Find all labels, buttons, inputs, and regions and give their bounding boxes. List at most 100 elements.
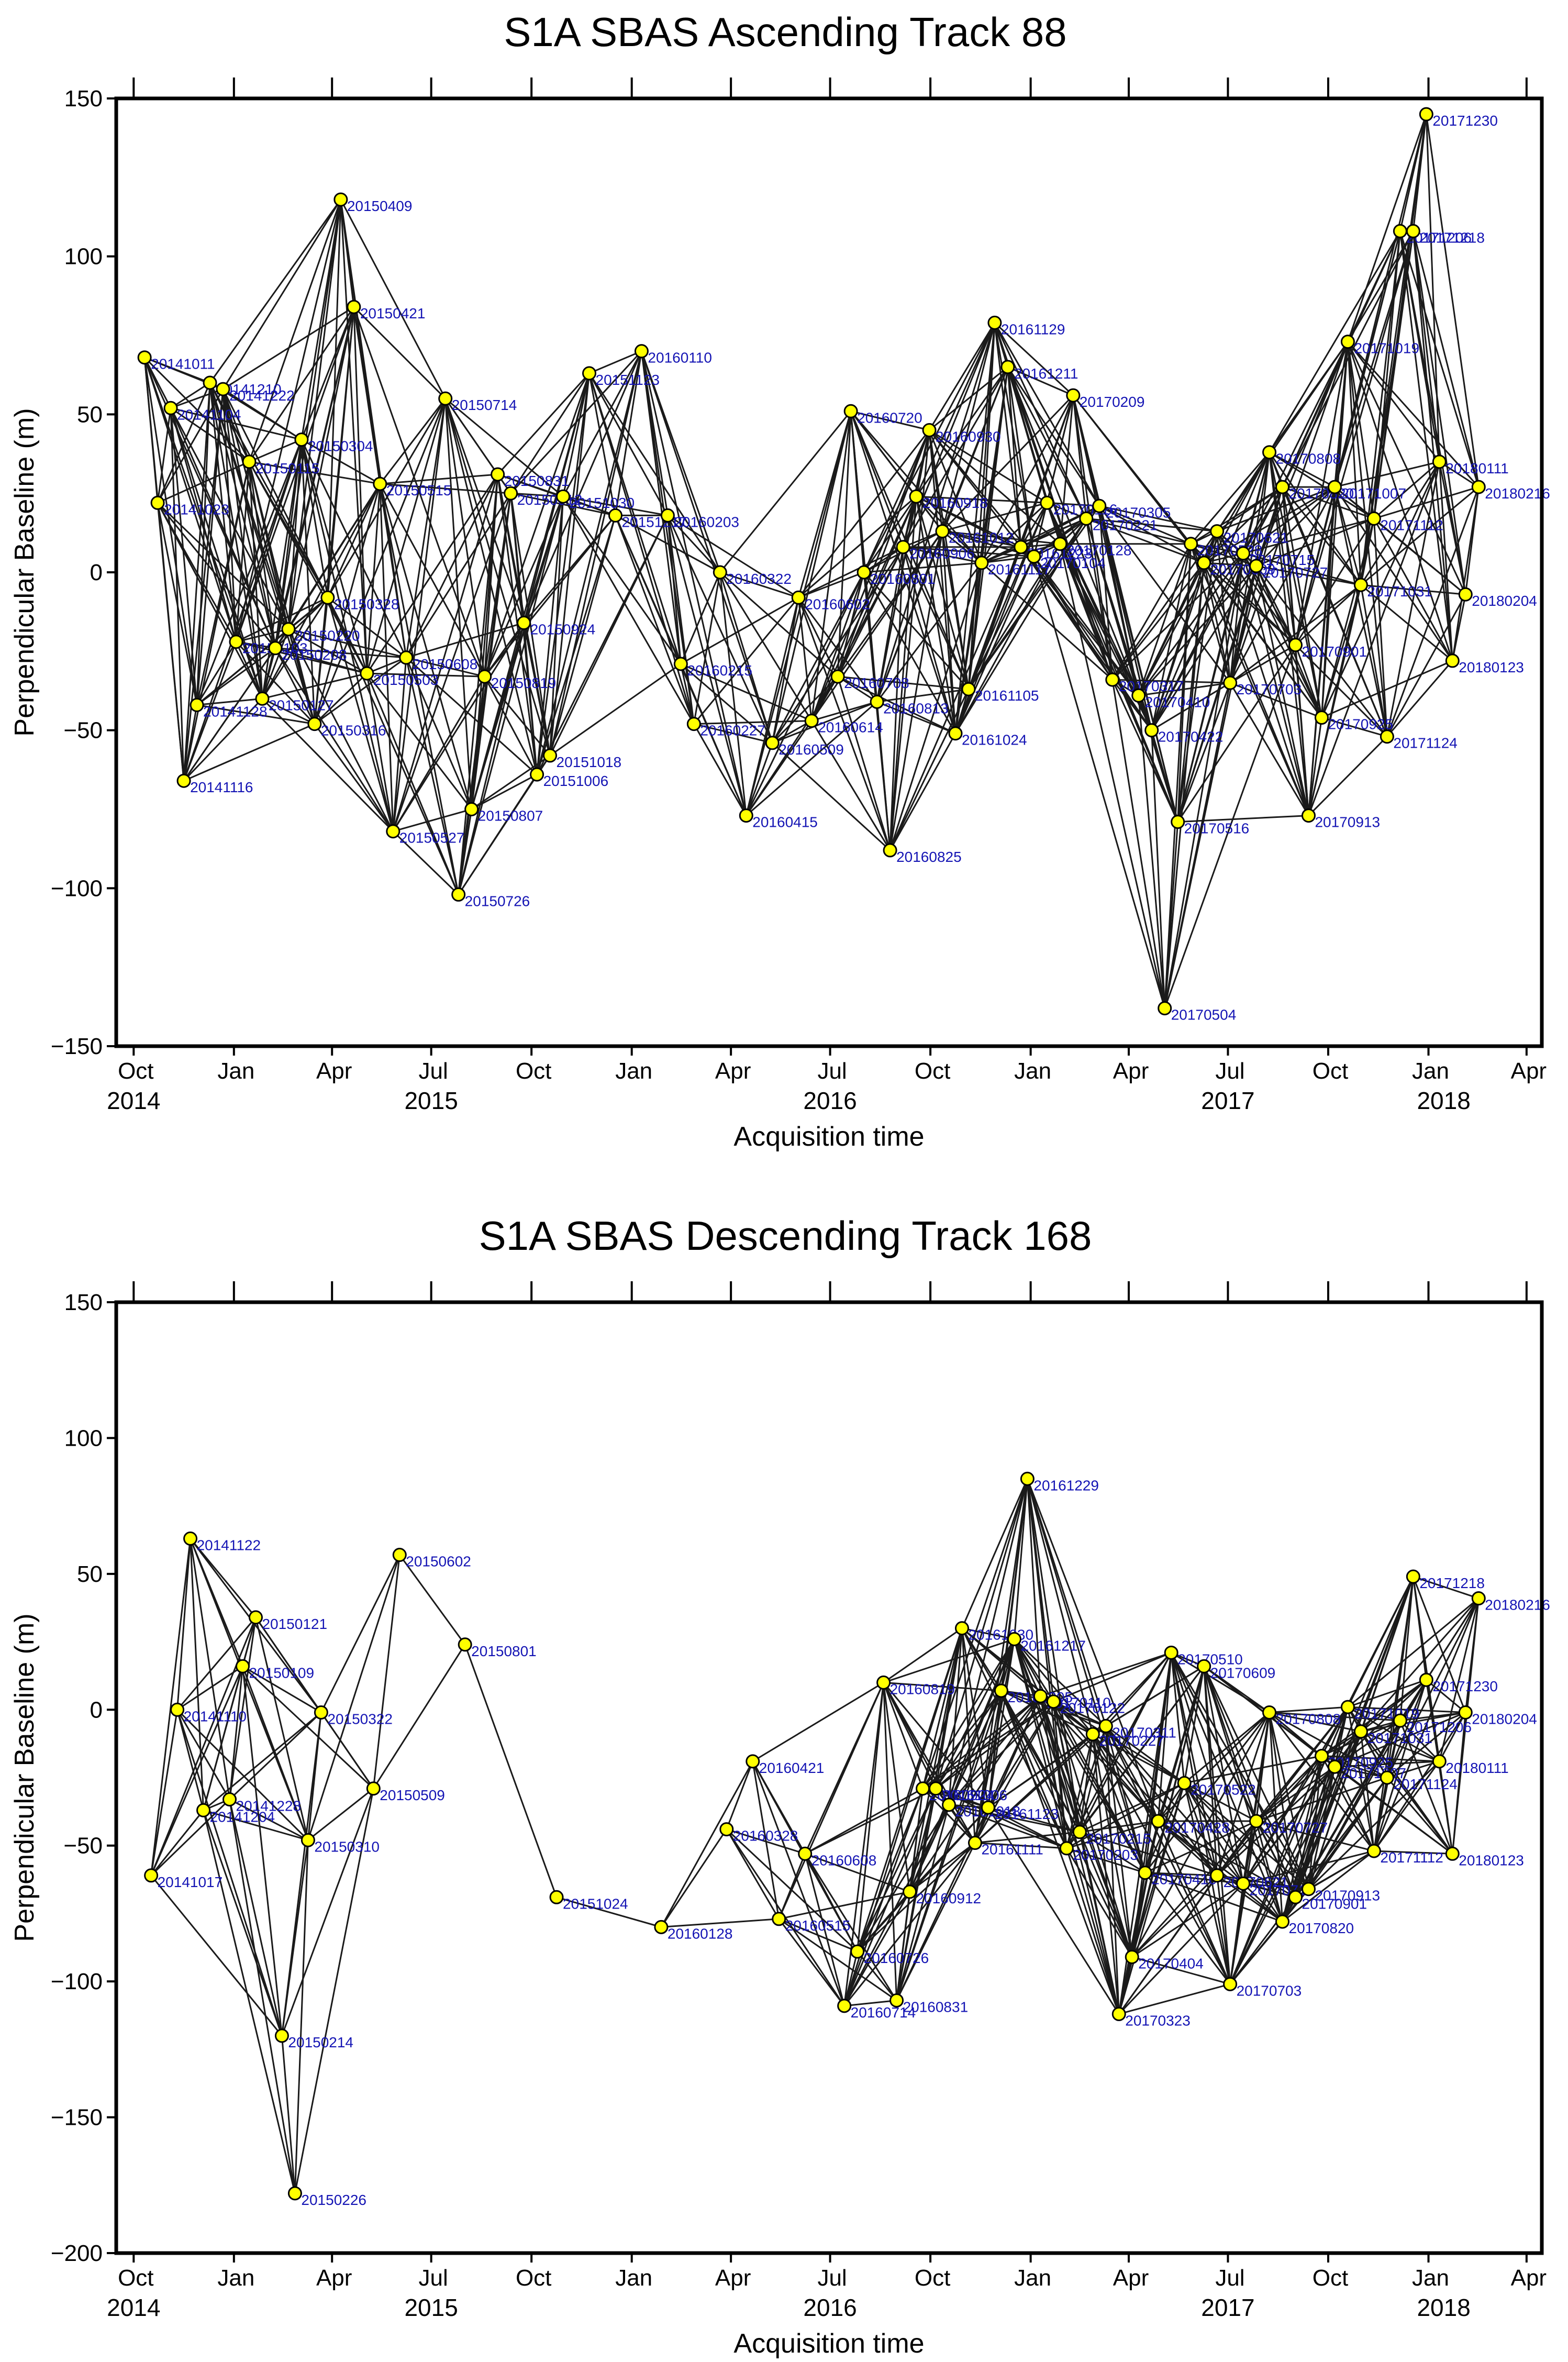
y-tick-label: −50	[63, 1833, 103, 1859]
network-edge	[1039, 1695, 1081, 1833]
acquisition-date-label: 20161105	[975, 687, 1039, 704]
network-edge	[1360, 231, 1401, 585]
acquisition-date-label: 20171206	[1406, 1719, 1472, 1735]
network-edge	[1399, 231, 1466, 595]
network-edge	[327, 597, 460, 895]
network-edge	[222, 389, 329, 598]
network-edge	[562, 350, 642, 497]
network-edge	[1229, 486, 1283, 683]
acquisition-date-label: 20161229	[1033, 1477, 1099, 1493]
acquisition-point	[1262, 445, 1277, 460]
network-edge	[406, 657, 485, 678]
x-tick-label: Jul	[1215, 1058, 1244, 1084]
network-edge	[1373, 231, 1401, 519]
network-edge	[307, 1555, 401, 1840]
acquisition-point	[170, 1702, 185, 1717]
network-edge	[987, 1807, 1120, 2015]
network-edge	[915, 496, 957, 734]
network-edge	[1386, 486, 1480, 737]
acquisition-point	[1406, 224, 1420, 238]
network-edge	[1216, 531, 1309, 816]
network-edge	[1243, 517, 1374, 555]
network-edge	[327, 597, 368, 674]
network-edge	[1105, 1726, 1120, 2014]
network-edge	[928, 430, 957, 734]
acquisition-point	[1353, 1724, 1368, 1739]
network-edge	[1138, 695, 1166, 1008]
acquisition-date-label: 20171007	[1341, 1765, 1406, 1781]
acquisition-point	[804, 714, 819, 728]
network-edge	[1360, 486, 1480, 586]
network-edge	[1347, 1679, 1427, 1708]
network-edge	[1399, 1720, 1440, 1762]
x-year-label: 2018	[1417, 1087, 1470, 1114]
network-edge	[889, 547, 1022, 851]
network-edge	[1105, 1652, 1172, 1727]
acquisition-point	[1236, 1876, 1251, 1891]
acquisition-date-label: 20170410	[1145, 694, 1210, 710]
x-axis-label: Acquisition time	[733, 2328, 924, 2359]
acquisition-date-label: 20160714	[851, 2004, 916, 2021]
network-edge	[1190, 451, 1270, 545]
y-axis-label: Perpendicular Baseline (m)	[9, 1613, 40, 1942]
network-edge	[1308, 717, 1322, 816]
network-edge	[1230, 682, 1322, 718]
acquisition-point	[1053, 537, 1067, 551]
network-edge	[301, 439, 381, 485]
network-edge	[810, 411, 852, 721]
network-edge	[1203, 1666, 1231, 1984]
network-edge	[1026, 1479, 1041, 1696]
network-edge	[1000, 1639, 1015, 1691]
network-edge	[935, 1478, 1028, 1789]
network-edge	[235, 199, 342, 642]
network-edge	[1373, 518, 1388, 737]
network-edge	[915, 430, 930, 497]
acquisition-date-label: 20170528	[1197, 542, 1263, 559]
network-edge	[320, 1712, 374, 1789]
x-tick-label: Oct	[118, 2265, 153, 2291]
network-edge	[850, 411, 957, 734]
plot-frame	[114, 1300, 1544, 2255]
ascending-chart: S1A SBAS Ascending Track 88 201410112014…	[9, 9, 1550, 1152]
network-edge	[1243, 1850, 1374, 1884]
network-edge	[150, 1875, 283, 2036]
network-edge	[693, 572, 721, 724]
acquisition-point	[1158, 1001, 1172, 1016]
x-year-label: 2016	[803, 1087, 857, 1114]
network-edge	[797, 411, 852, 598]
network-edge	[779, 1918, 858, 1953]
acquisition-point	[1072, 1825, 1087, 1839]
network-edge	[281, 1788, 374, 2036]
network-edge	[909, 1628, 963, 1892]
network-edge	[287, 629, 316, 724]
network-edge	[444, 398, 525, 624]
network-edge	[863, 496, 917, 573]
acquisition-date-label: 20151123	[596, 372, 660, 388]
acquisition-date-label: 20170727	[1263, 564, 1328, 581]
network-edge	[392, 622, 525, 832]
network-edge	[1170, 1653, 1218, 1876]
network-edge	[1256, 565, 1361, 586]
network-edge	[1151, 544, 1192, 730]
acquisition-point	[1085, 1727, 1100, 1742]
acquisition-point	[1432, 1754, 1447, 1769]
network-edge	[327, 483, 381, 598]
network-edge	[170, 382, 210, 409]
network-edge	[778, 1918, 845, 2006]
network-edge	[209, 382, 276, 649]
network-edge	[556, 1896, 662, 1928]
acquisition-date-label: 20160819	[890, 1681, 955, 1697]
network-edge	[1360, 584, 1388, 737]
network-edge	[144, 357, 250, 462]
network-edge	[235, 641, 315, 725]
network-edge	[1334, 486, 1453, 661]
network-edge	[176, 1709, 283, 2036]
acquisition-point	[1066, 388, 1081, 403]
acquisition-point	[320, 590, 335, 605]
network-edge	[235, 461, 250, 642]
acquisition-point	[1419, 107, 1433, 121]
acquisition-point	[1301, 1882, 1316, 1897]
network-edge	[797, 597, 813, 721]
x-tick-label: Jan	[217, 1058, 254, 1084]
y-tick-label: 50	[77, 1561, 103, 1587]
